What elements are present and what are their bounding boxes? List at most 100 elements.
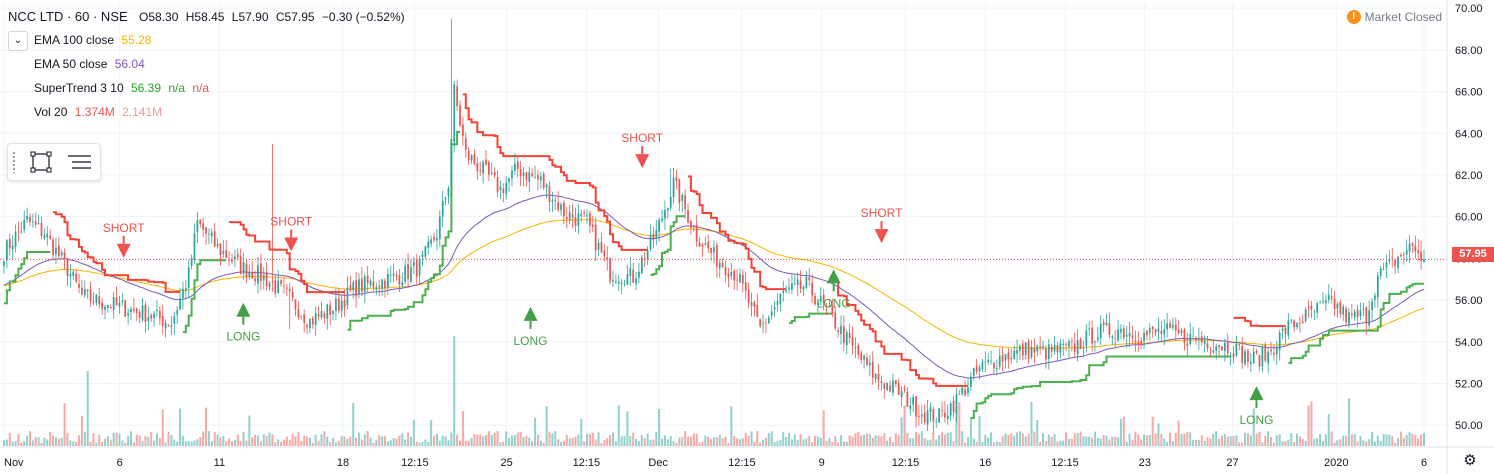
indicator-ema50[interactable]: EMA 50 close 56.04	[34, 57, 145, 71]
candle-body	[900, 390, 903, 398]
volume-bar	[1284, 441, 1287, 446]
volume-bar	[441, 435, 444, 446]
volume-bar	[101, 441, 104, 446]
candle-body	[101, 302, 103, 309]
volume-bar	[43, 437, 46, 446]
volume-bar	[871, 437, 874, 446]
volume-bar	[1070, 438, 1073, 446]
time-tick-label: 12:15	[892, 457, 920, 469]
candle-body	[941, 409, 943, 411]
market-status[interactable]: ! Market Closed	[1346, 10, 1442, 24]
chart-grid	[0, 4, 1447, 446]
volume-bar	[502, 441, 505, 446]
volume-bar	[695, 433, 698, 446]
volume-bar	[831, 442, 834, 446]
candle-body	[707, 241, 710, 249]
candle-body	[1385, 262, 1388, 268]
indicator-volume[interactable]: Vol 20 1.374M 2.141M	[34, 105, 162, 119]
time-tick-label: 12:15	[401, 457, 429, 469]
volume-bar	[222, 436, 225, 446]
volume-bar	[1319, 433, 1322, 446]
candle-body	[216, 244, 219, 247]
volume-bar	[955, 407, 958, 446]
price-axis[interactable]: 50.0052.0054.0056.0058.0060.0062.0064.00…	[1446, 0, 1483, 474]
collapse-legend-button[interactable]: ⌄	[8, 31, 28, 51]
candle-body	[1376, 275, 1379, 298]
ohlc-high-key: H	[185, 10, 195, 24]
candle-body	[306, 324, 308, 328]
object-tree-button[interactable]	[64, 148, 94, 176]
candle-body	[640, 257, 643, 274]
candle-body	[404, 265, 407, 282]
time-tick-label: Nov	[4, 457, 24, 469]
volume-bar	[663, 435, 666, 446]
candle-body	[1013, 350, 1016, 360]
candle-body	[704, 243, 707, 245]
volume-bar	[476, 434, 479, 446]
rectangle-tool-button[interactable]	[26, 148, 56, 176]
volume-bar	[459, 440, 462, 446]
candle-body	[1241, 346, 1244, 363]
volume-bar	[1137, 434, 1140, 446]
time-tick-label: 9	[819, 457, 825, 469]
candle-body	[476, 162, 479, 171]
volume-bar	[782, 432, 785, 446]
volume-bar	[1405, 435, 1408, 446]
candle-body	[589, 213, 591, 226]
volume-bar	[470, 437, 473, 446]
volume-bar	[1270, 437, 1273, 446]
volume-bar	[606, 438, 609, 446]
candle-body	[975, 365, 978, 372]
candle-body	[675, 177, 678, 181]
candle-body	[280, 280, 282, 284]
time-tick-label: 2020	[1324, 457, 1348, 469]
candle-body	[127, 313, 129, 316]
volume-bar	[759, 442, 762, 446]
indicator-name: SuperTrend 3 10	[34, 81, 124, 95]
indicator-ema100[interactable]: EMA 100 close 55.28	[34, 33, 151, 47]
time-axis[interactable]: Nov 6 11 18 12:15 25 12:15 Dec 12:15 9 12:15 16 12:1…	[0, 446, 1494, 469]
volume-bar	[698, 442, 701, 446]
volume-bar	[453, 336, 456, 446]
candle-body	[257, 265, 259, 284]
volume-bar	[415, 441, 418, 446]
volume-bar	[1226, 436, 1229, 446]
volume-bar	[1099, 438, 1102, 446]
candle-body	[1099, 324, 1102, 338]
candle-body	[467, 150, 470, 160]
volume-bar	[964, 442, 967, 446]
indicator-supertrend[interactable]: SuperTrend 3 10 56.39 n/a n/a	[34, 81, 209, 95]
symbol-title[interactable]: NCC LTD · 60 · NSE	[8, 9, 128, 24]
candle-body	[20, 231, 23, 233]
volume-bar	[1200, 435, 1203, 446]
volume-bar	[1160, 433, 1163, 446]
volume-bar	[1272, 442, 1275, 446]
candle-body	[617, 281, 620, 284]
volume-bar	[675, 442, 678, 446]
volume-bar	[767, 432, 770, 446]
volume-bar	[277, 439, 280, 446]
symbol-info: NCC LTD · 60 · NSE O58.30 H58.45 L57.90 …	[8, 9, 405, 24]
volume-bar	[1021, 433, 1024, 446]
candle-body	[603, 250, 606, 257]
volume-bar	[1039, 441, 1042, 446]
candle-body	[205, 227, 207, 234]
candle-body	[825, 305, 828, 307]
candle-body	[332, 310, 334, 315]
settings-button[interactable]: ⚙	[1462, 453, 1478, 469]
volume-bar	[334, 442, 337, 446]
candle-body	[897, 383, 900, 395]
drag-handle-icon[interactable]	[12, 151, 16, 173]
time-tick-label: 23	[1139, 457, 1151, 469]
volume-bar	[363, 434, 366, 446]
candle-body	[1278, 332, 1281, 351]
candle-body	[958, 394, 961, 395]
candle-body	[1261, 347, 1264, 367]
candle-body	[695, 224, 698, 242]
candle-body	[860, 352, 863, 361]
volume-bar	[577, 434, 580, 446]
candle-body	[392, 273, 395, 276]
volume-bar	[63, 403, 66, 446]
ohlc-close: 57.95	[284, 10, 315, 24]
